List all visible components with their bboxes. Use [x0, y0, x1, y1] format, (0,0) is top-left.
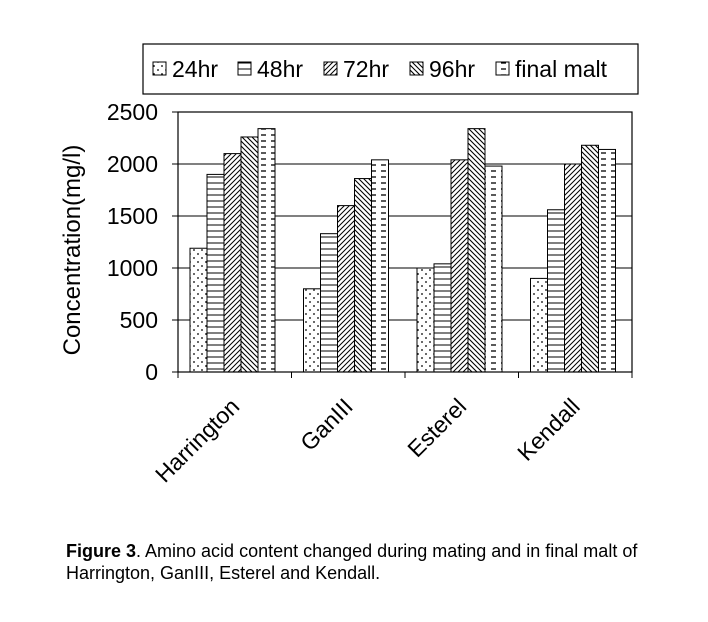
y-tick-label: 500	[120, 307, 158, 333]
bar-final-malt-ganiii	[371, 159, 389, 373]
bar-96hr-kendall	[581, 144, 599, 373]
bars	[189, 128, 616, 373]
bar-24hr-harrington	[189, 247, 208, 373]
bar-24hr-kendall	[530, 277, 548, 373]
bar-48hr-esterel	[433, 263, 452, 373]
figure-label: Figure 3	[66, 541, 137, 561]
bar-72hr-ganiii	[337, 205, 355, 373]
x-tick-label: Esterel	[402, 393, 471, 462]
caption-text: . Amino acid content changed during mati…	[66, 541, 638, 583]
amino-acid-bar-chart: 24hr 48hr 72hr 96hr final malt 0 500 1000 1500 2…	[59, 43, 639, 487]
legend-label: 96hr	[429, 56, 475, 82]
y-tick-label: 1000	[107, 255, 158, 281]
x-tick-label: Kendall	[512, 393, 585, 466]
legend-label: 72hr	[343, 56, 389, 82]
y-tick-label: 2000	[107, 151, 158, 177]
legend-swatch	[152, 61, 167, 76]
bar-24hr-esterel	[416, 267, 435, 373]
bar-72hr-kendall	[564, 163, 582, 373]
legend-swatch	[237, 61, 252, 76]
legend-frame	[142, 43, 639, 95]
bar-72hr-harrington	[223, 153, 242, 373]
bar-final-malt-esterel	[484, 165, 503, 373]
y-axis-label: Concentration(mg/l)	[59, 145, 86, 356]
legend-label: 48hr	[257, 56, 303, 82]
figure-caption: Figure 3. Amino acid content changed dur…	[66, 540, 686, 584]
bar-96hr-harrington	[240, 136, 259, 373]
legend-label: 24hr	[172, 56, 218, 82]
x-tick-label: GanIII	[295, 393, 358, 456]
bar-final-malt-kendall	[598, 148, 616, 373]
bar-72hr-esterel	[450, 159, 469, 373]
y-tick-label: 0	[145, 359, 158, 385]
legend-swatch	[409, 61, 424, 76]
legend-label: final malt	[515, 56, 608, 82]
legend-swatch	[495, 61, 510, 76]
bar-48hr-ganiii	[320, 233, 338, 373]
y-tick-label: 2500	[107, 99, 158, 125]
bar-48hr-kendall	[547, 209, 565, 373]
bar-48hr-harrington	[206, 173, 225, 373]
bar-final-malt-harrington	[257, 128, 276, 373]
x-tick-label: Harrington	[150, 393, 244, 487]
y-tick-label: 1500	[107, 203, 158, 229]
legend-swatch	[323, 61, 338, 76]
bar-96hr-esterel	[467, 128, 486, 373]
legend: 24hr 48hr 72hr 96hr final malt	[142, 43, 639, 95]
bar-24hr-ganiii	[303, 288, 321, 373]
bar-96hr-ganiii	[354, 178, 372, 373]
